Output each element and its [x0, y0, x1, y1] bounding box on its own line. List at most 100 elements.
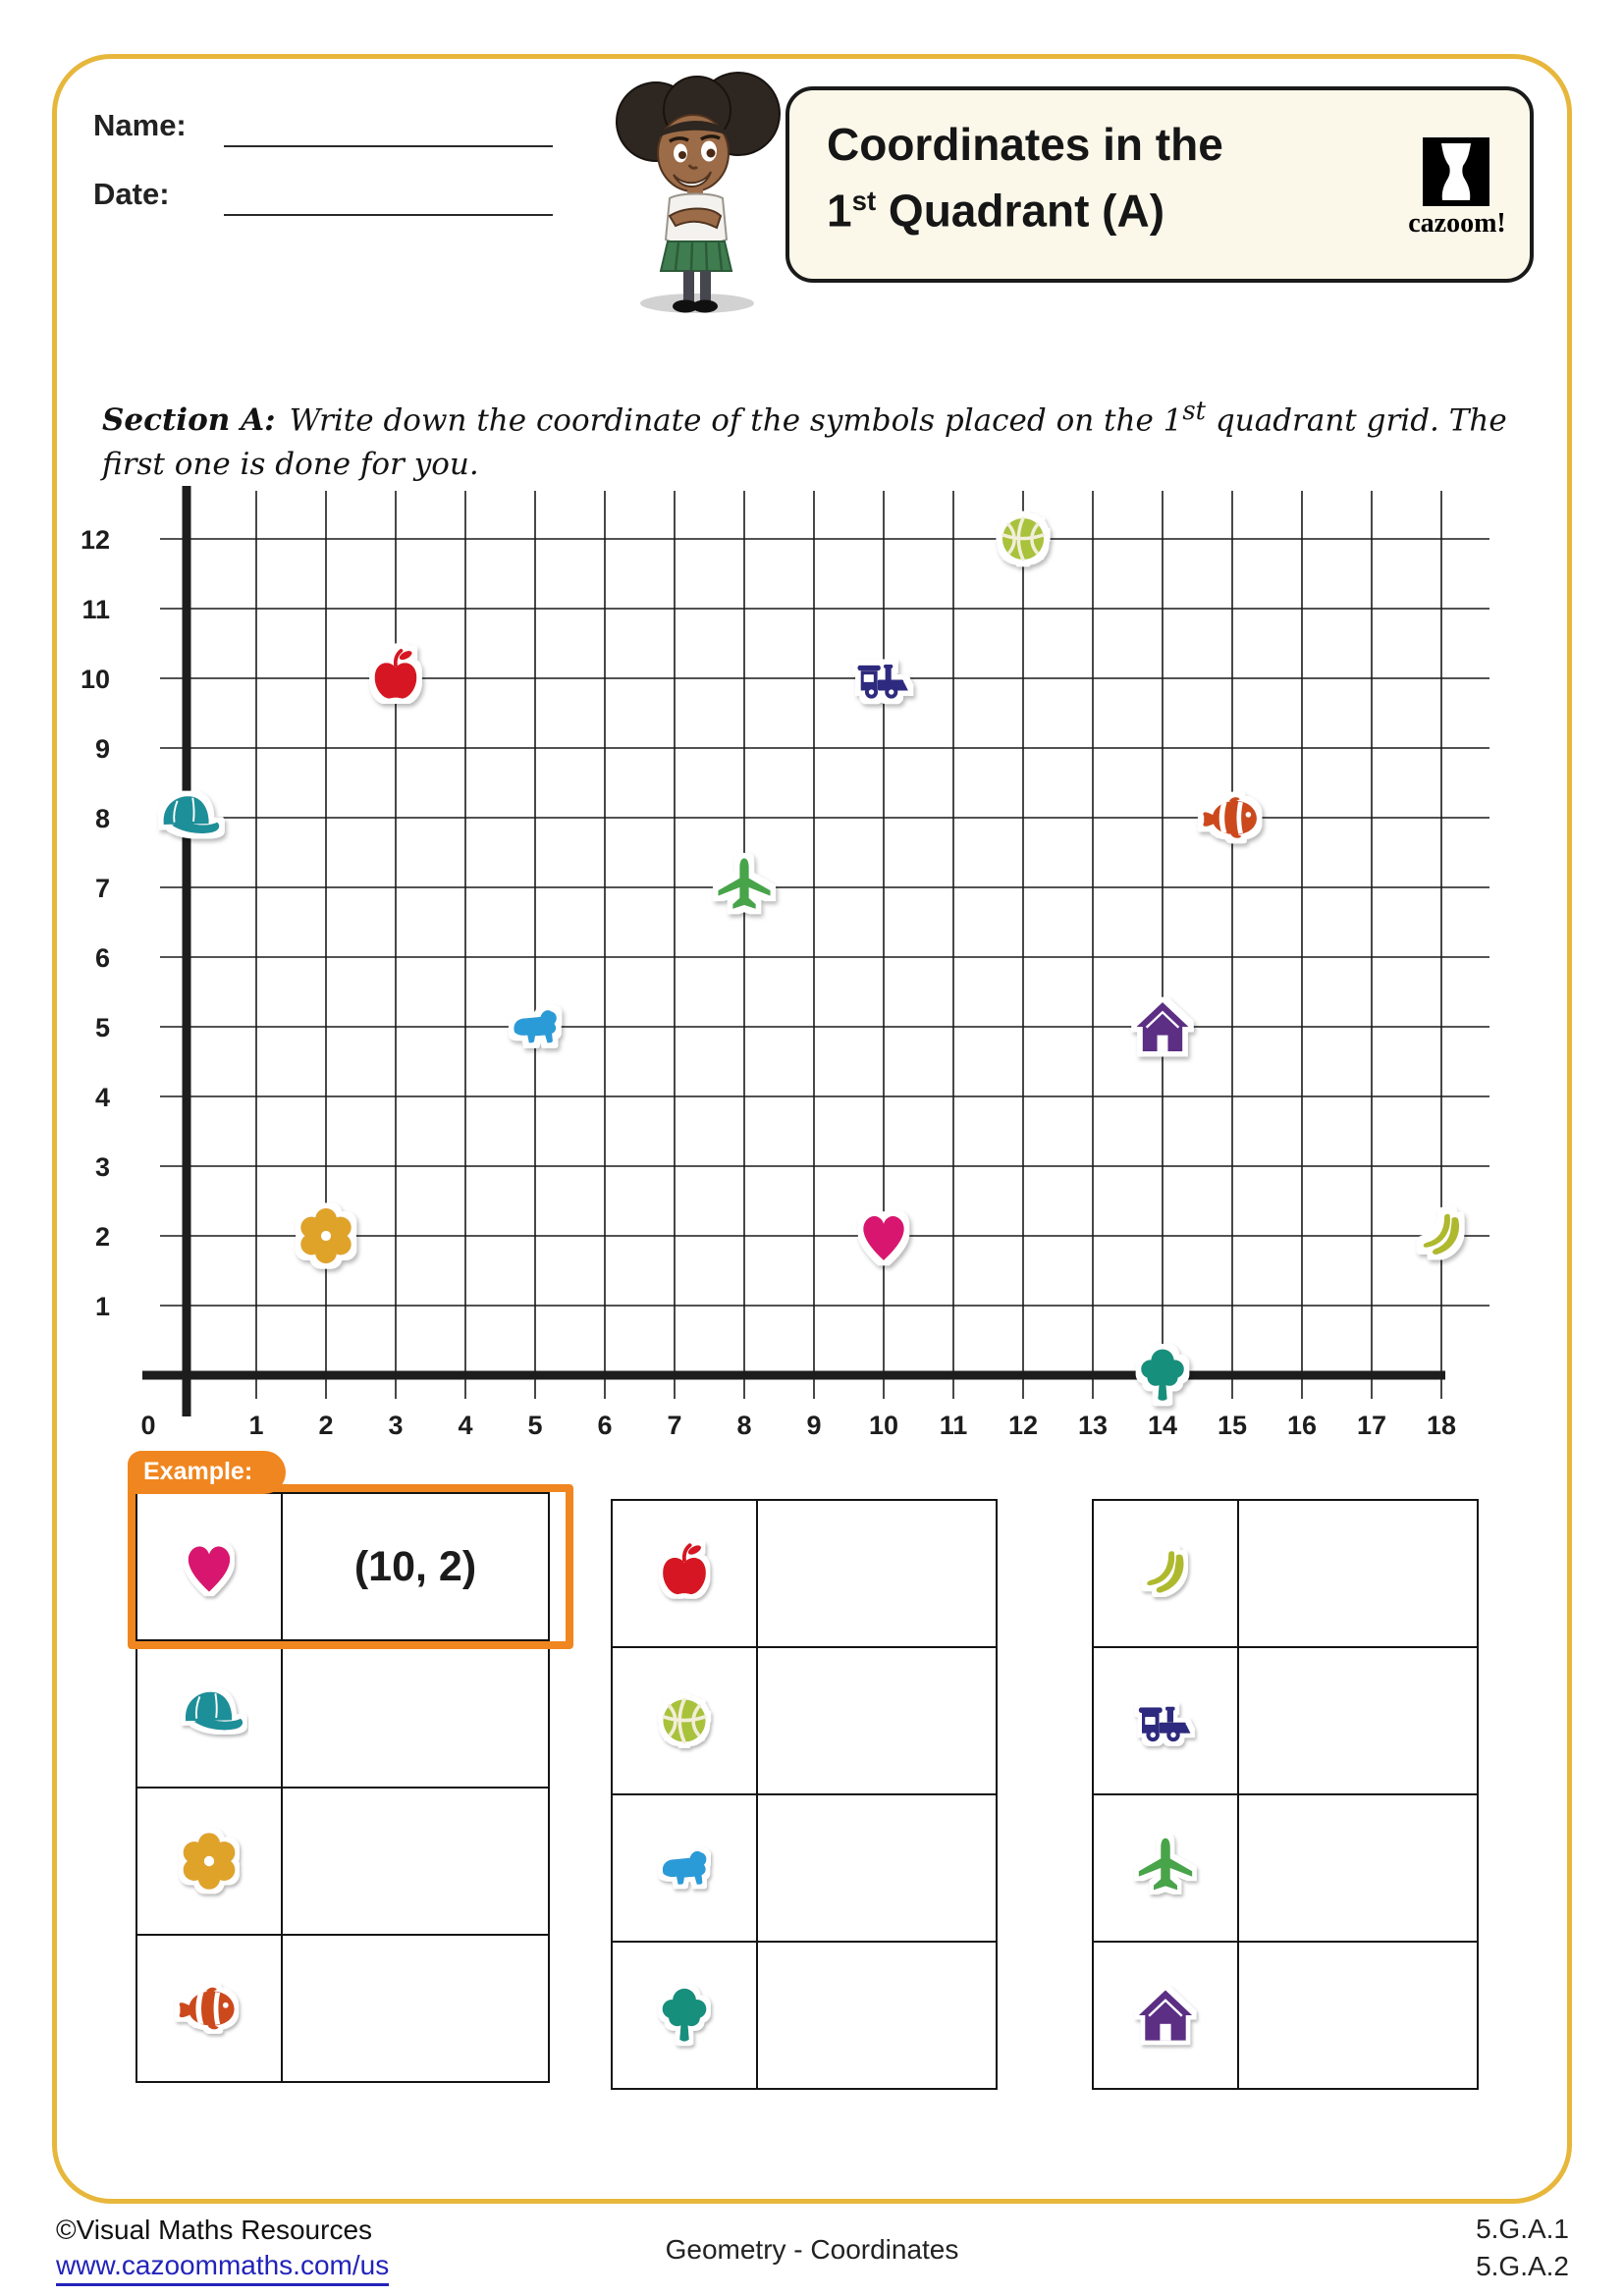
bear-icon [663, 1851, 707, 1885]
x-tick-label: 3 [388, 1411, 403, 1440]
symbol-cell [613, 1648, 758, 1793]
symbol-cell [137, 1641, 283, 1787]
table-row [137, 1787, 548, 1934]
x-tick-label: 18 [1427, 1411, 1456, 1440]
name-label: Name: [93, 108, 187, 142]
x-tick-label: 13 [1078, 1411, 1108, 1440]
x-tick-label: 8 [736, 1411, 751, 1440]
y-tick-label: 11 [81, 595, 110, 624]
student-cartoon [616, 72, 781, 313]
house-icon [1139, 1990, 1192, 2040]
answer-cell[interactable] [283, 1789, 548, 1934]
worksheet-title-box: Coordinates in the 1st Quadrant (A) cazo… [785, 86, 1534, 283]
y-tick-label: 6 [95, 943, 110, 973]
y-tick-label: 1 [95, 1292, 110, 1321]
symbol-cell [613, 1795, 758, 1941]
answer-table-2 [611, 1499, 998, 2090]
answer-table-3 [1092, 1499, 1479, 2090]
symbol-cell [137, 1936, 283, 2081]
answer-cell[interactable] [758, 1795, 996, 1941]
y-tick-label: 2 [95, 1222, 110, 1252]
answer-cell[interactable] [1239, 1943, 1477, 2088]
symbol-cell [1094, 1648, 1239, 1793]
table-row [1094, 1501, 1477, 1646]
apple-icon [372, 647, 419, 701]
y-tick-label: 12 [81, 525, 110, 555]
table-row [1094, 1941, 1477, 2088]
tree-icon [663, 1989, 707, 2042]
y-tick-label: 7 [95, 874, 110, 903]
bananas-icon [1146, 1550, 1183, 1592]
answer-cell[interactable] [1239, 1648, 1477, 1793]
table-row [137, 1934, 548, 2081]
answer-cell[interactable] [758, 1943, 996, 2088]
standard-code: 5.G.A.2 [1476, 2251, 1569, 2281]
standards-codes: 5.G.A.1 5.G.A.2 [1476, 2211, 1569, 2285]
symbol-cell [613, 1501, 758, 1646]
answer-table-1: Example: (10, 2) [128, 1451, 573, 2083]
cap-icon [162, 795, 221, 834]
fish-icon [1203, 797, 1257, 838]
copyright-text: ©Visual Maths Resources [56, 2215, 373, 2245]
cazoom-logo-icon [1423, 137, 1489, 206]
x-tick-label: 0 [140, 1411, 155, 1440]
tree-icon [1141, 1349, 1184, 1401]
table-row [1094, 1646, 1477, 1793]
answer-cell[interactable] [283, 1936, 548, 2081]
table-row [613, 1646, 996, 1793]
x-tick-label: 5 [527, 1411, 542, 1440]
table-row [613, 1793, 996, 1941]
basketball-icon [1001, 516, 1046, 561]
name-line[interactable] [224, 145, 553, 147]
train-icon [1139, 1707, 1191, 1742]
symbol-cell [137, 1494, 283, 1639]
standard-code: 5.G.A.1 [1476, 2214, 1569, 2244]
x-tick-label: 14 [1148, 1411, 1177, 1440]
basketball-icon [663, 1699, 705, 1741]
footer-topic: Geometry - Coordinates [665, 2234, 959, 2265]
y-tick-label: 5 [95, 1013, 110, 1042]
y-tick-label: 9 [95, 734, 110, 764]
y-tick-label: 8 [95, 804, 110, 833]
house-icon [1135, 1000, 1190, 1053]
answer-cell[interactable] [1239, 1795, 1477, 1941]
x-tick-label: 7 [667, 1411, 681, 1440]
heart-icon [189, 1546, 231, 1591]
x-tick-label: 2 [318, 1411, 333, 1440]
date-label: Date: [93, 177, 170, 211]
x-tick-label: 15 [1218, 1411, 1247, 1440]
example-tab: Example: [128, 1451, 287, 1494]
symbol-cell [1094, 1795, 1239, 1941]
x-tick-label: 9 [806, 1411, 821, 1440]
fish-icon [180, 1988, 235, 2030]
x-tick-label: 10 [869, 1411, 898, 1440]
airplane-icon [1139, 1839, 1192, 1891]
apple-icon [663, 1543, 706, 1594]
flower-icon [184, 1833, 236, 1890]
y-tick-label: 4 [95, 1083, 110, 1112]
y-tick-label: 10 [81, 665, 110, 694]
answer-cell[interactable] [1239, 1501, 1477, 1646]
worksheet-title: Coordinates in the 1st Quadrant (A) [827, 119, 1223, 237]
x-tick-label: 6 [597, 1411, 612, 1440]
cap-icon [186, 1692, 243, 1731]
x-tick-label: 4 [458, 1411, 472, 1440]
table-row: (10, 2) [137, 1494, 548, 1639]
website-link[interactable]: www.cazoommaths.com/us [56, 2250, 390, 2286]
x-tick-label: 11 [940, 1411, 968, 1440]
symbol-cell [1094, 1501, 1239, 1646]
example-answer: (10, 2) [353, 1542, 477, 1590]
airplane-icon [718, 858, 771, 909]
answer-cell[interactable] [758, 1648, 996, 1793]
table-row [1094, 1793, 1477, 1941]
table-row [137, 1639, 548, 1787]
x-tick-label: 12 [1008, 1411, 1038, 1440]
symbol-cell [613, 1943, 758, 2088]
symbol-cell [1094, 1943, 1239, 2088]
date-line[interactable] [224, 214, 553, 216]
answer-cell[interactable] [283, 1641, 548, 1787]
answer-cell[interactable] [758, 1501, 996, 1646]
table-row [613, 1501, 996, 1646]
section-a-instructions: Section A: Write down the coordinate of t… [102, 397, 1507, 483]
coordinate-grid: 0 1 2 3 4 5 6 7 8 9 10 11 12 13 14 15 16 17 18 1 2 3 4 5 6 7 8 9 10 1… [59, 461, 1502, 1458]
